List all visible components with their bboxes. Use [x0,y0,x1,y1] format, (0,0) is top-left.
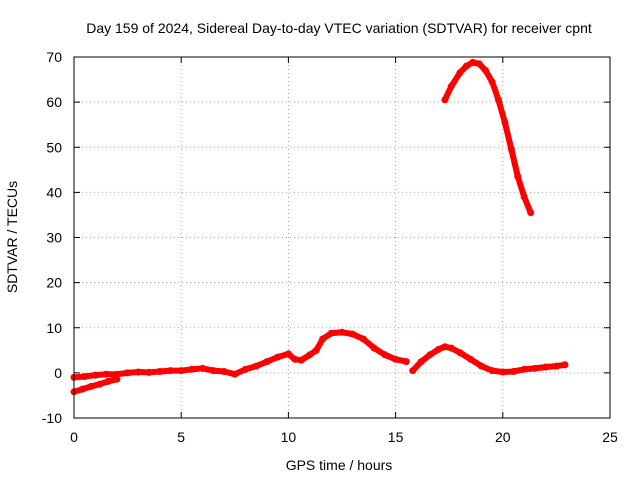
data-point [441,343,449,351]
x-tick-label: 25 [602,429,618,445]
x-tick-label: 0 [70,429,78,445]
data-point [456,69,464,77]
y-tick-label: 20 [46,275,62,291]
data-point [456,349,464,357]
data-point [527,209,535,217]
series-segment-3 [409,343,569,376]
data-point [417,358,425,366]
data-point [392,355,400,363]
data-point [319,335,327,343]
data-point [156,368,164,375]
x-tick-label: 20 [495,429,511,445]
data-point [242,365,249,373]
data-point [499,368,507,376]
data-point [477,362,485,370]
data-point [552,362,560,370]
data-point [102,370,110,378]
data-point [96,380,104,388]
y-tick-label: 10 [46,320,62,336]
data-point [327,329,335,337]
data-point [402,358,410,366]
data-point [134,368,142,376]
data-point [409,367,417,375]
y-tick-label: 60 [46,94,62,110]
y-tick-label: 70 [46,49,62,65]
y-tick-label: -10 [42,410,62,426]
data-point [177,367,185,375]
data-point [104,377,112,385]
data-point [561,361,569,369]
data-point [145,368,153,376]
series-band [441,59,534,216]
data-point [482,67,490,74]
x-tick-labels: 0 5 10 15 20 25 [70,429,618,445]
data-point [520,365,528,373]
data-point [531,364,539,372]
plot-frame [73,56,611,419]
data-point [359,335,367,343]
series-band [71,329,410,381]
data-point [426,351,434,359]
data-point [312,346,320,354]
data-point [113,370,121,378]
data-series [70,58,569,396]
data-point [188,365,196,373]
x-tick-label: 5 [177,429,185,445]
data-point [199,364,207,372]
data-point [124,369,132,377]
data-point [167,367,174,375]
data-point [231,370,239,378]
chart-title: Day 159 of 2024, Sidereal Day-to-day VTE… [86,20,592,36]
data-point [488,367,496,375]
data-point [370,344,378,352]
data-point [263,358,271,366]
data-point [447,344,455,352]
y-tick-label: 0 [54,365,62,381]
data-point [435,345,442,353]
data-point [252,362,260,370]
data-point [441,96,449,104]
data-point [495,96,502,104]
x-axis-label: GPS time / hours [286,457,393,473]
data-point [475,60,483,68]
data-point [79,385,87,393]
data-point [507,146,515,153]
data-point [501,118,509,126]
data-point [291,355,299,363]
data-point [510,368,517,375]
grid-lines [74,57,610,418]
data-point [467,355,475,363]
data-point [274,353,282,361]
data-point [469,58,477,66]
data-point [81,373,89,380]
y-tick-label: 40 [46,184,62,200]
series-segment-2 [70,328,410,381]
data-point [209,367,217,375]
data-point [297,356,305,364]
data-point [284,350,292,358]
x-tick-label: 15 [388,429,404,445]
data-point [447,82,455,90]
data-point [113,375,121,383]
data-point [91,371,99,379]
data-point [520,193,528,201]
data-point [462,62,470,70]
data-point [349,330,357,338]
data-point [306,351,314,359]
series-segment-4 [441,58,535,217]
series-segment-1 [70,375,121,396]
y-axis-label: SDTVAR / TECUs [4,181,20,293]
y-tick-labels: -10 0 10 20 30 40 50 60 70 [42,49,62,426]
y-tick-label: 30 [46,230,62,246]
data-point [488,78,496,86]
data-point [220,368,228,375]
data-point [338,328,346,336]
y-tick-label: 50 [46,139,62,155]
data-point [542,363,550,371]
data-point [381,351,389,359]
x-tick-label: 10 [281,429,297,445]
data-point [87,382,95,390]
data-point [514,173,522,181]
